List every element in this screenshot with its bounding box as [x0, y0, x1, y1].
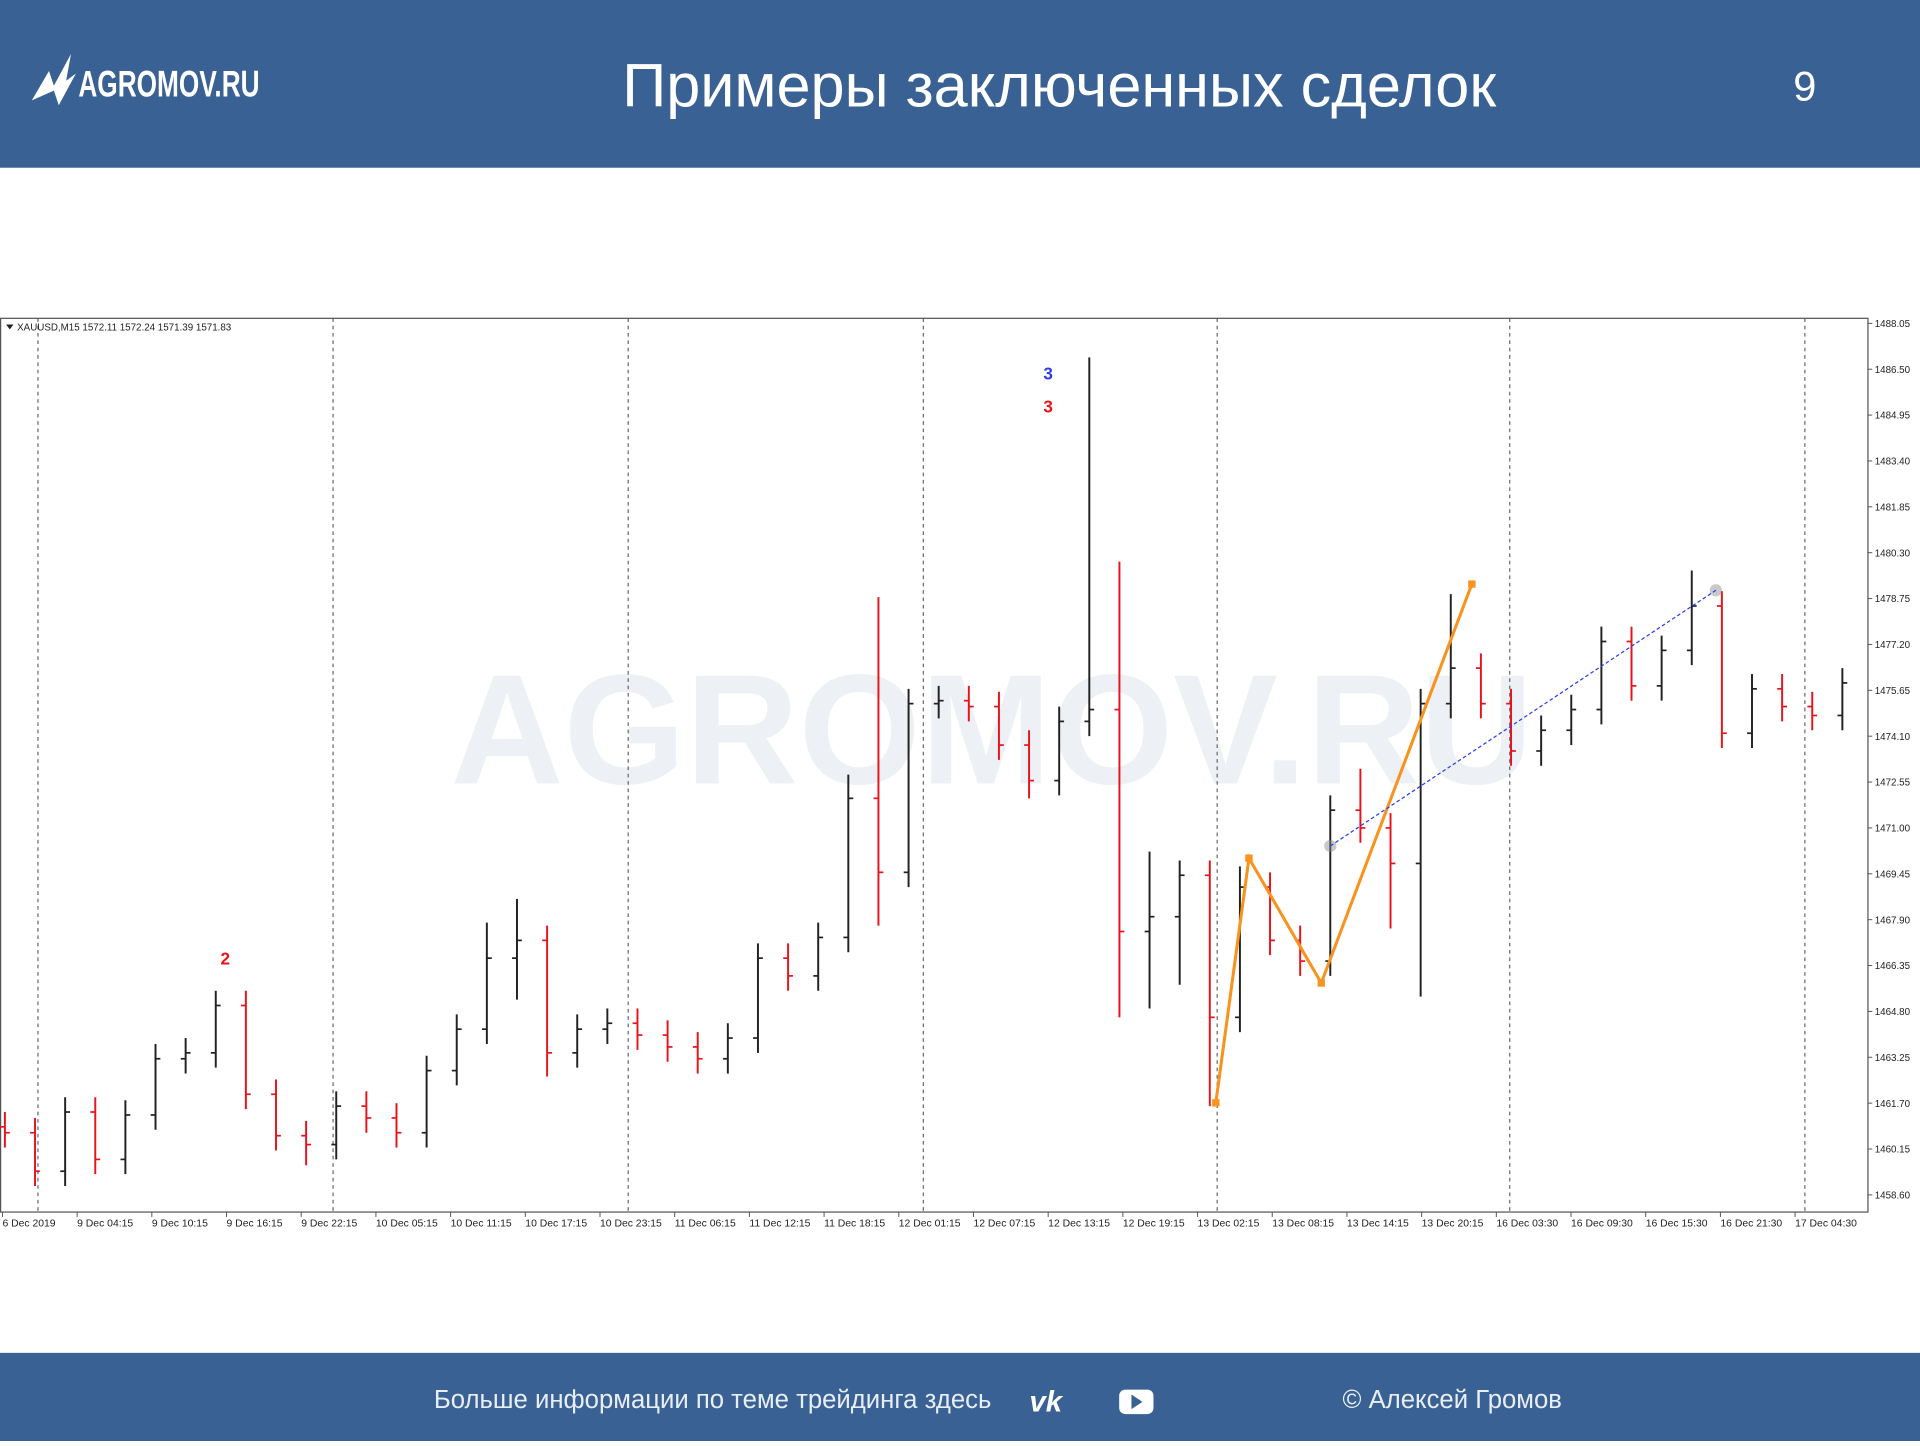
x-tick-label: 9 Dec 10:15 [152, 1219, 208, 1230]
slide-title: Примеры заключенных сделок [622, 52, 1497, 120]
y-tick-label: 1484.95 [1875, 411, 1911, 422]
x-tick-label: 16 Dec 21:30 [1720, 1219, 1782, 1230]
annotation: 3 [1043, 397, 1053, 417]
plot-frame [0, 317, 1869, 1213]
x-tick-label: 12 Dec 01:15 [899, 1219, 961, 1230]
y-tick-label: 1461.70 [1875, 1099, 1911, 1110]
x-tick-label: 12 Dec 13:15 [1048, 1219, 1110, 1230]
logo: AGROMOV.RU [78, 64, 259, 105]
y-tick-label: 1464.80 [1875, 1007, 1911, 1018]
y-tick-label: 1480.30 [1875, 548, 1911, 559]
x-tick-label: 16 Dec 15:30 [1646, 1219, 1708, 1230]
x-tick-label: 13 Dec 20:15 [1422, 1219, 1484, 1230]
x-tick-label: 9 Dec 22:15 [301, 1219, 357, 1230]
y-tick-label: 1472.55 [1875, 778, 1911, 789]
y-tick-label: 1488.05 [1875, 319, 1911, 330]
trend-anchor [1324, 839, 1337, 853]
vk-icon[interactable]: vk [1029, 1386, 1063, 1419]
x-tick-label: 9 Dec 16:15 [227, 1219, 283, 1230]
y-tick-label: 1467.90 [1875, 915, 1911, 926]
logo-icon [31, 53, 76, 106]
y-tick-label: 1469.45 [1875, 869, 1911, 880]
y-tick-label: 1474.10 [1875, 732, 1911, 743]
watermark: AGROMOV.RU [450, 643, 1533, 818]
chart-menu-arrow [6, 324, 14, 330]
x-tick-label: 11 Dec 18:15 [824, 1219, 885, 1230]
header-bar [0, 0, 1920, 168]
x-tick-label: 13 Dec 08:15 [1272, 1219, 1334, 1230]
day-separators [37, 318, 1806, 1213]
zigzag-point [1468, 580, 1476, 588]
annotation: 3 [1043, 364, 1053, 384]
zigzag-point [1212, 1099, 1220, 1107]
x-tick-label: 16 Dec 03:30 [1496, 1219, 1558, 1230]
y-tick-label: 1483.40 [1875, 457, 1911, 468]
y-tick-label: 1486.50 [1875, 365, 1911, 376]
zigzag-point [1317, 979, 1325, 987]
y-tick-label: 1466.35 [1875, 961, 1911, 972]
trendline [1329, 589, 1717, 847]
y-tick-label: 1458.60 [1875, 1191, 1911, 1202]
x-tick-label: 9 Dec 04:15 [77, 1219, 133, 1230]
x-tick-label: 6 Dec 2019 [2, 1219, 55, 1230]
x-tick-label: 12 Dec 19:15 [1123, 1219, 1185, 1230]
footer-author: © Алексей Громов [1343, 1386, 1562, 1414]
y-tick-label: 1471.00 [1875, 824, 1911, 835]
x-tick-label: 10 Dec 23:15 [600, 1219, 662, 1230]
x-tick-label: 12 Dec 07:15 [973, 1219, 1035, 1230]
y-tick-label: 1478.75 [1875, 594, 1911, 605]
annotation: 2 [221, 949, 231, 969]
footer-bar [0, 1352, 1920, 1441]
x-tick-label: 13 Dec 02:15 [1198, 1219, 1260, 1230]
zigzag-point [1245, 854, 1253, 862]
x-tick-label: 11 Dec 06:15 [675, 1219, 736, 1230]
x-tick-label: 17 Dec 04:30 [1795, 1219, 1857, 1230]
youtube-play [1131, 1394, 1143, 1410]
x-tick-label: 16 Dec 09:30 [1571, 1219, 1633, 1230]
y-tick-label: 1481.85 [1875, 503, 1911, 514]
x-tick-label: 10 Dec 05:15 [376, 1219, 438, 1230]
chart-title: XAUUSD,M15 1572.11 1572.24 1571.39 1571.… [17, 323, 232, 334]
x-tick-label: 13 Dec 14:15 [1347, 1219, 1409, 1230]
footer-text: Больше информации по теме трейдинга здес… [434, 1386, 991, 1414]
x-tick-label: 10 Dec 11:15 [451, 1219, 512, 1230]
y-tick-label: 1460.15 [1875, 1145, 1911, 1156]
x-tick-label: 11 Dec 12:15 [749, 1219, 810, 1230]
y-tick-label: 1477.20 [1875, 640, 1911, 651]
zigzag-line [1214, 583, 1474, 1104]
x-tick-label: 10 Dec 17:15 [525, 1219, 587, 1230]
y-tick-label: 1463.25 [1875, 1053, 1911, 1064]
chart: XAUUSD,M15 1572.11 1572.24 1571.39 1571.… [0, 317, 1911, 1230]
y-tick-label: 1475.65 [1875, 686, 1911, 697]
page-number: 9 [1793, 62, 1816, 109]
